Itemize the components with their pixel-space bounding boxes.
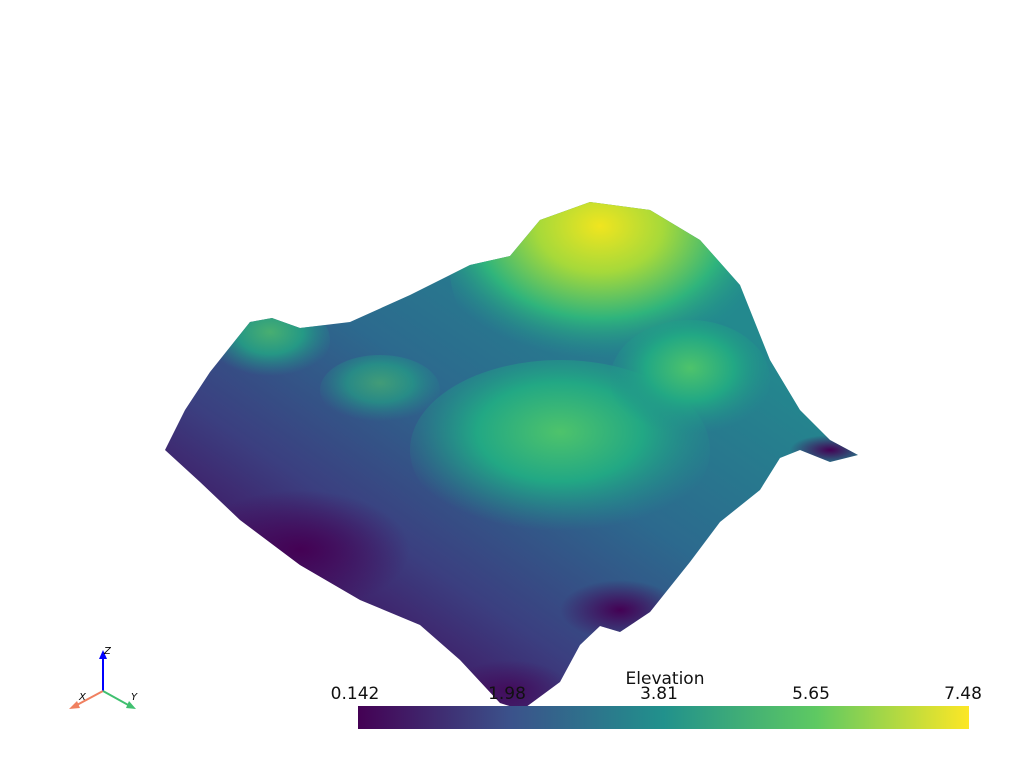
scalar-bar-label: 1.98 [488,684,526,704]
scalar-bar-label: 0.142 [330,684,380,704]
orientation-axes-widget [69,650,136,709]
y-axis-label: Y [131,692,138,703]
scalar-bar-gradient [358,706,969,729]
scalar-bar-label: 3.81 [640,684,678,704]
x-axis-label: X [79,692,86,703]
x-axis-arrow [74,690,104,707]
scalar-bar-label: 7.48 [944,684,982,704]
z-axis-label: Z [104,646,111,657]
scalar-bar-label: 5.65 [792,684,830,704]
scalar-bar-title: Elevation [625,669,705,689]
y-axis-arrow [102,690,131,707]
elevation-surface[interactable] [150,160,870,720]
